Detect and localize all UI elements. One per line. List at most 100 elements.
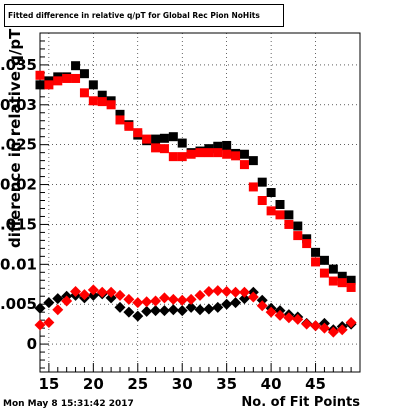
data-point-square xyxy=(337,271,347,281)
data-point-diamond xyxy=(61,295,73,307)
data-point-diamond xyxy=(167,304,179,316)
data-point-diamond xyxy=(230,297,242,309)
data-point-square xyxy=(328,264,338,274)
data-point-square xyxy=(204,148,214,158)
y-tick-label: 0.035 xyxy=(0,56,37,74)
data-point-diamond xyxy=(176,305,188,317)
data-point-diamond xyxy=(238,286,250,298)
x-tick-label: 15 xyxy=(38,375,59,393)
data-point-square xyxy=(346,282,356,292)
data-point-square xyxy=(79,69,89,79)
data-point-square xyxy=(35,80,45,90)
data-point-diamond xyxy=(123,293,135,305)
data-point-square xyxy=(151,134,161,144)
data-point-square xyxy=(319,268,329,278)
data-point-diamond xyxy=(141,305,153,317)
data-point-square xyxy=(115,115,125,125)
data-point-square xyxy=(239,149,249,159)
data-point-diamond xyxy=(132,310,144,322)
data-point-diamond xyxy=(185,293,197,305)
data-point-diamond xyxy=(78,289,90,301)
data-point-diamond xyxy=(327,326,339,338)
data-point-diamond xyxy=(256,294,268,306)
data-point-square xyxy=(213,148,223,158)
data-point-diamond xyxy=(105,292,117,304)
datestamp: Mon May 8 15:31:42 2017 xyxy=(3,399,134,409)
data-point-square xyxy=(53,76,63,86)
data-point-diamond xyxy=(105,286,117,298)
y-tick-label: 0.01 xyxy=(0,255,37,273)
data-point-square xyxy=(159,133,169,143)
data-point-square xyxy=(97,97,107,107)
data-point-diamond xyxy=(141,296,153,308)
data-point-diamond xyxy=(238,293,250,305)
data-point-diamond xyxy=(34,302,46,314)
data-point-square xyxy=(35,70,45,80)
data-point-square xyxy=(88,96,98,106)
data-point-diamond xyxy=(292,313,304,325)
data-point-square xyxy=(222,149,232,159)
data-point-diamond xyxy=(203,285,215,297)
data-point-square xyxy=(293,231,303,241)
data-point-diamond xyxy=(123,306,135,318)
data-point-square xyxy=(44,80,54,90)
data-point-diamond xyxy=(96,286,108,298)
x-tick-label: 20 xyxy=(83,375,104,393)
data-point-square xyxy=(168,132,178,142)
data-point-square xyxy=(177,152,187,162)
y-tick-label: 0.015 xyxy=(0,215,37,233)
y-axis-label: difference in relative q/pT xyxy=(6,28,24,248)
data-point-square xyxy=(62,73,72,83)
data-point-square xyxy=(311,257,321,267)
data-point-square xyxy=(346,275,356,285)
data-point-square xyxy=(257,177,267,187)
data-point-diamond xyxy=(158,292,170,304)
data-point-diamond xyxy=(301,318,313,330)
data-point-square xyxy=(124,121,134,131)
data-point-diamond xyxy=(221,298,233,310)
data-point-diamond xyxy=(194,304,206,316)
data-point-square xyxy=(302,234,312,244)
data-point-diamond xyxy=(114,301,126,313)
y-tick-label: 0 xyxy=(27,335,37,353)
data-point-diamond xyxy=(318,322,330,334)
data-point-diamond xyxy=(194,289,206,301)
data-point-diamond xyxy=(70,285,82,297)
data-point-square xyxy=(319,255,329,265)
data-point-square xyxy=(328,276,338,286)
x-tick-label: 40 xyxy=(261,375,282,393)
data-point-diamond xyxy=(87,284,99,296)
data-point-square xyxy=(293,221,303,231)
data-point-square xyxy=(71,73,81,83)
data-point-diamond xyxy=(283,312,295,324)
data-point-diamond xyxy=(274,309,286,321)
data-point-diamond xyxy=(345,317,357,329)
data-point-square xyxy=(168,152,178,162)
data-point-diamond xyxy=(336,324,348,336)
data-point-square xyxy=(71,61,81,71)
data-point-square xyxy=(248,156,258,166)
data-point-diamond xyxy=(176,294,188,306)
data-point-square xyxy=(284,210,294,220)
data-point-square xyxy=(284,219,294,229)
data-point-square xyxy=(106,100,116,110)
data-point-diamond xyxy=(221,285,233,297)
y-tick-label: 0.005 xyxy=(0,295,37,313)
data-point-square xyxy=(195,148,205,158)
data-point-diamond xyxy=(230,286,242,298)
data-point-diamond xyxy=(52,304,64,316)
data-point-diamond xyxy=(150,295,162,307)
x-tick-label: 45 xyxy=(305,375,326,393)
data-point-square xyxy=(231,151,241,161)
data-point-square xyxy=(151,143,161,153)
x-tick-label: 35 xyxy=(216,375,237,393)
data-point-square xyxy=(159,144,169,154)
data-point-square xyxy=(275,210,285,220)
y-tick-label: 0.025 xyxy=(0,136,37,154)
data-point-square xyxy=(266,188,276,198)
data-point-diamond xyxy=(43,317,55,329)
data-point-square xyxy=(337,278,347,288)
data-point-diamond xyxy=(132,297,144,309)
data-point-square xyxy=(115,109,125,119)
data-point-diamond xyxy=(247,291,259,303)
